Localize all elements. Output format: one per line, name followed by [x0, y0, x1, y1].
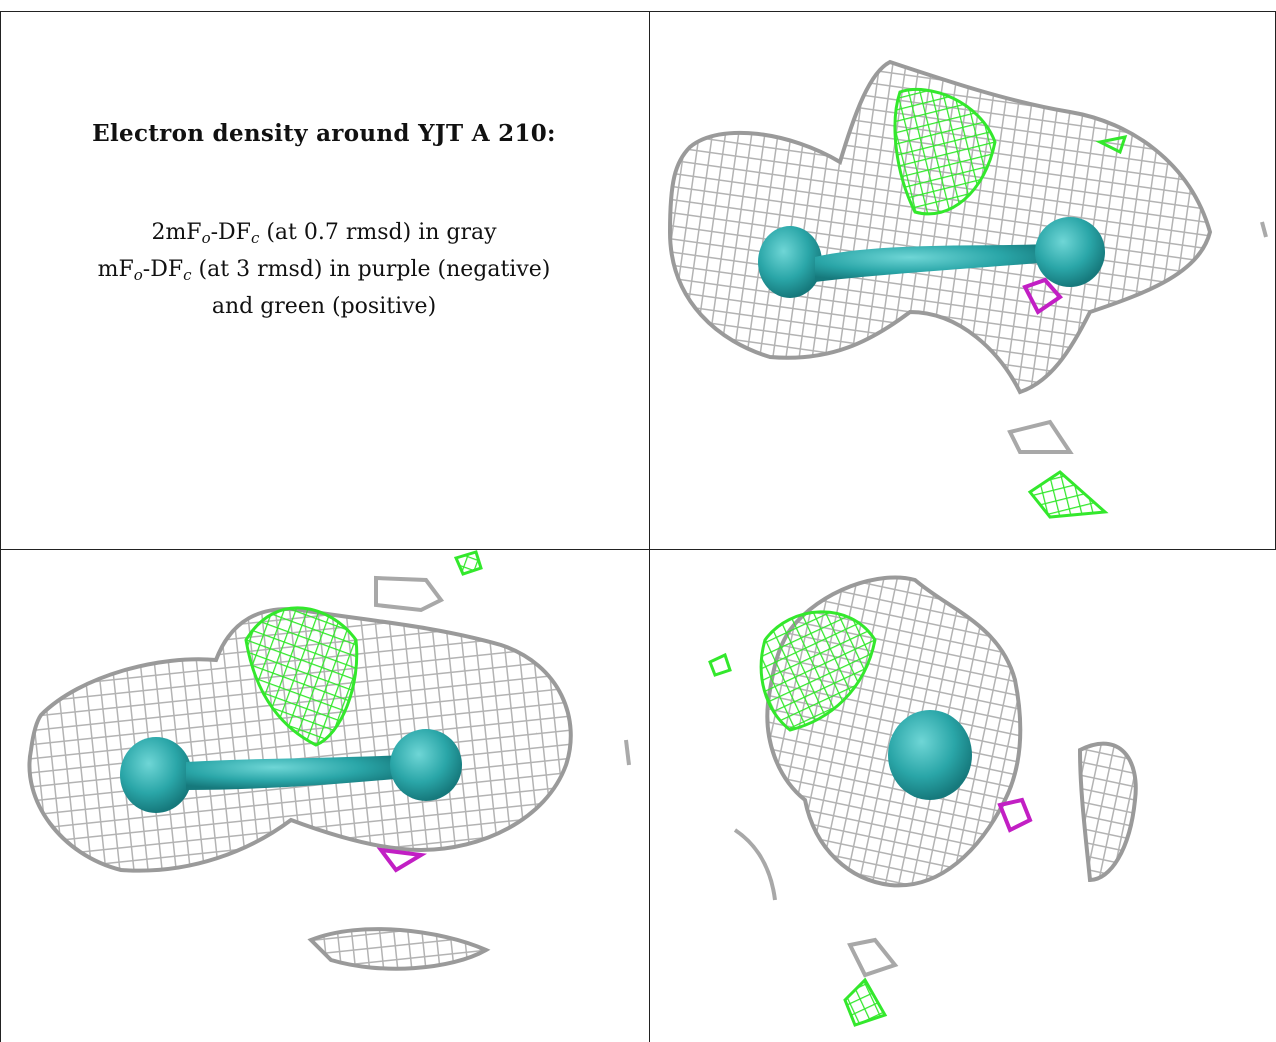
density-mesh-view-1-icon — [667, 59, 1268, 519]
density-mesh-view-3-icon — [708, 575, 1138, 1027]
legend-text: 2mFo-DFc (at 0.7 rmsd) in gray mFo-DFc (… — [14, 217, 634, 323]
gray-mesh-main — [667, 59, 1213, 395]
density-view-bottom-left — [1, 550, 649, 1042]
top-border — [0, 11, 1276, 12]
middle-divider — [0, 549, 1276, 550]
caption-cell: Electron density around YJT A 210: 2mFo-… — [14, 60, 634, 323]
center-divider — [649, 11, 650, 1042]
legend-line-2fo-fc: 2mFo-DFc (at 0.7 rmsd) in gray — [151, 220, 497, 247]
figure-title: Electron density around YJT A 210: — [92, 120, 556, 147]
left-border — [0, 11, 1, 1042]
density-view-bottom-right — [650, 550, 1275, 1042]
legend-line-fo-fc: mFo-DFc (at 3 rmsd) in purple (negative) — [97, 257, 551, 284]
density-view-top-right — [650, 12, 1275, 549]
legend-line-colors: and green (positive) — [211, 294, 437, 319]
density-mesh-view-2-icon — [27, 550, 631, 971]
